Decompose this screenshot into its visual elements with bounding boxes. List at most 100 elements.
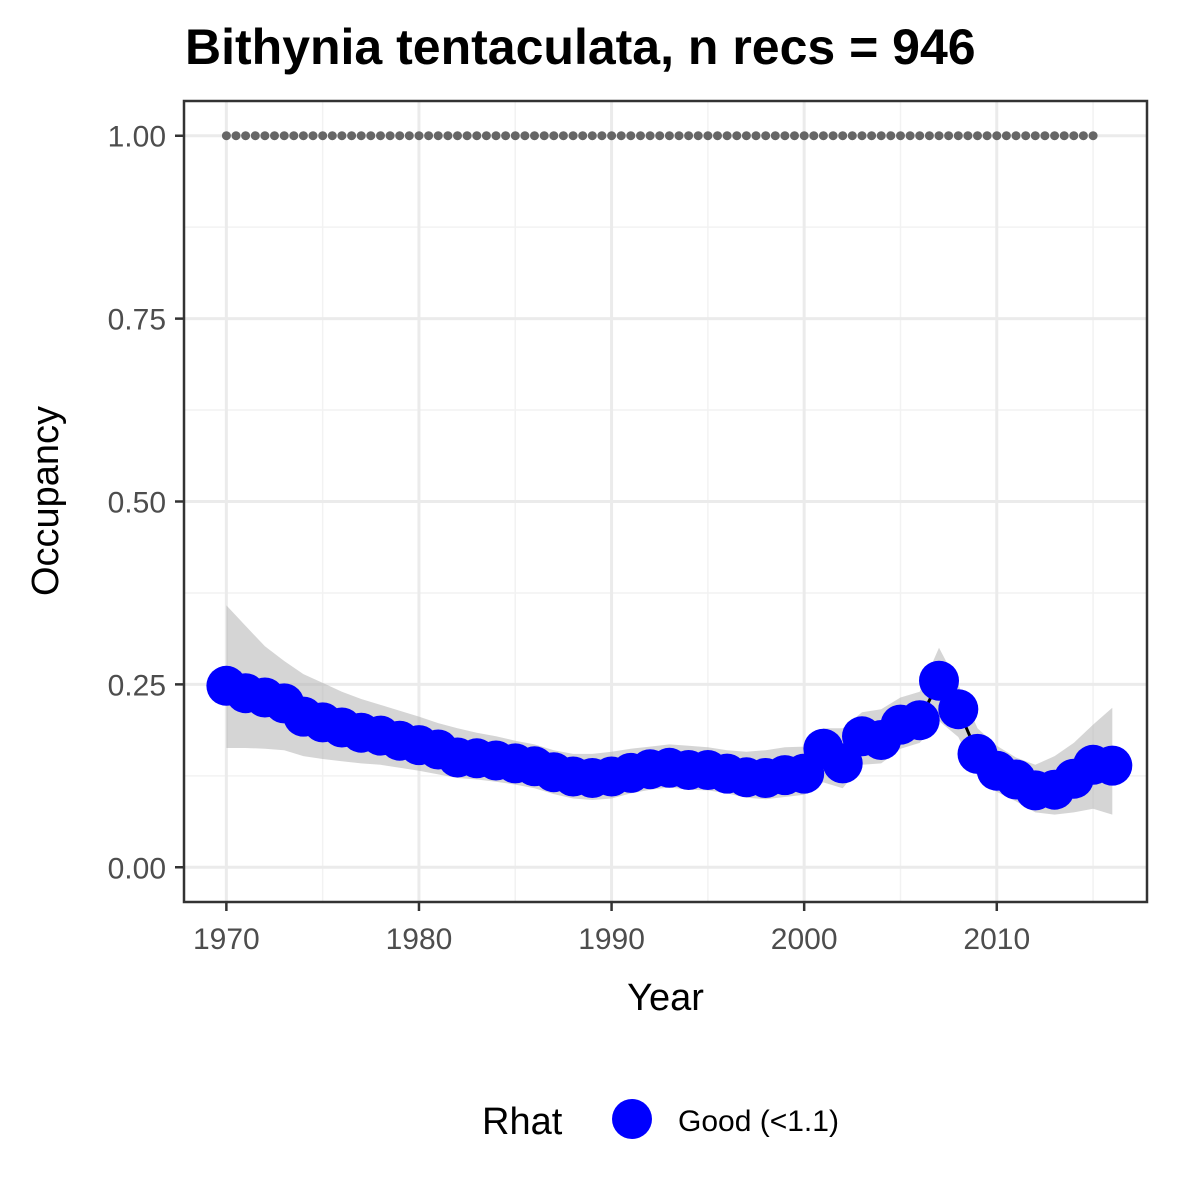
reference-point — [260, 131, 270, 141]
reference-point — [347, 131, 357, 141]
reference-point — [356, 131, 366, 141]
reference-point — [289, 131, 299, 141]
reference-point — [915, 131, 925, 141]
reference-point — [250, 131, 260, 141]
reference-point — [655, 131, 665, 141]
reference-point — [944, 131, 954, 141]
reference-point — [376, 131, 385, 141]
reference-point — [953, 131, 963, 141]
reference-point — [298, 131, 308, 141]
x-axis-title: Year — [627, 977, 704, 1019]
reference-point — [241, 131, 251, 141]
reference-point — [424, 131, 434, 141]
data-point — [1092, 745, 1133, 786]
y-axis: 0.00 0.25 0.50 0.75 1.00 — [108, 121, 184, 885]
reference-point — [366, 131, 376, 141]
reference-point — [616, 131, 626, 141]
reference-point — [809, 131, 819, 141]
reference-point — [1078, 131, 1088, 141]
reference-point — [491, 131, 501, 141]
reference-point — [886, 131, 896, 141]
y-axis-title: Occupancy — [25, 406, 67, 596]
reference-point — [664, 131, 674, 141]
reference-point — [722, 131, 732, 141]
reference-point — [433, 131, 443, 141]
reference-point — [1069, 131, 1079, 141]
reference-point — [770, 131, 780, 141]
reference-point — [530, 131, 539, 141]
reference-point — [761, 131, 771, 141]
reference-point — [992, 131, 1002, 141]
legend-key-point — [612, 1099, 652, 1139]
reference-point — [472, 131, 482, 141]
reference-point — [279, 131, 289, 141]
reference-point — [799, 131, 809, 141]
data-point — [899, 700, 940, 741]
reference-point — [308, 131, 318, 141]
reference-point — [896, 131, 905, 141]
reference-point — [443, 131, 453, 141]
reference-point — [568, 131, 578, 141]
reference-point — [231, 131, 241, 141]
reference-point — [636, 131, 645, 141]
reference-point — [539, 131, 549, 141]
legend-item-label: Good (<1.1) — [678, 1105, 839, 1138]
reference-point — [1021, 131, 1031, 141]
data-point — [919, 660, 959, 701]
reference-point — [221, 131, 231, 141]
legend-title: Rhat — [482, 1101, 563, 1143]
reference-point — [607, 131, 617, 141]
reference-point — [982, 131, 992, 141]
x-tick-label: 1990 — [578, 923, 645, 956]
reference-point — [453, 131, 462, 141]
reference-point — [828, 131, 838, 141]
reference-point — [867, 131, 877, 141]
reference-point — [876, 131, 886, 141]
reference-point — [684, 131, 694, 141]
reference-point — [963, 131, 973, 141]
y-tick-label: 1.00 — [108, 121, 166, 154]
x-axis: 1970 1980 1990 2000 2010 — [193, 902, 1030, 956]
reference-point — [847, 131, 857, 141]
reference-point — [973, 131, 982, 141]
reference-point — [703, 131, 713, 141]
reference-point — [404, 131, 414, 141]
reference-point — [481, 131, 491, 141]
reference-point — [905, 131, 915, 141]
reference-point — [395, 131, 405, 141]
reference-point — [1030, 131, 1040, 141]
reference-point — [327, 131, 337, 141]
reference-point — [924, 131, 934, 141]
data-point — [938, 689, 979, 730]
reference-point — [337, 131, 347, 141]
x-tick-label: 1980 — [386, 923, 453, 956]
reference-point — [1050, 131, 1060, 141]
reference-point — [558, 131, 568, 141]
y-tick-label: 0.50 — [108, 487, 166, 520]
y-tick-label: 0.00 — [108, 852, 166, 885]
reference-point — [510, 131, 520, 141]
y-tick-label: 0.75 — [108, 304, 166, 337]
reference-point — [1011, 131, 1021, 141]
reference-point — [501, 131, 511, 141]
reference-point — [270, 131, 279, 141]
reference-point — [693, 131, 703, 141]
reference-point — [934, 131, 944, 141]
reference-points — [221, 131, 1098, 141]
reference-point — [1001, 131, 1011, 141]
x-tick-label: 2010 — [963, 923, 1030, 956]
reference-point — [751, 131, 761, 141]
reference-point — [520, 131, 530, 141]
chart-title: Bithynia tentaculata, n recs = 946 — [185, 19, 976, 75]
reference-point — [732, 131, 742, 141]
y-tick-label: 0.25 — [108, 669, 166, 702]
x-tick-label: 1970 — [193, 923, 260, 956]
point-layer — [206, 660, 1133, 811]
reference-point — [318, 131, 328, 141]
reference-point — [780, 131, 790, 141]
reference-point — [578, 131, 588, 141]
reference-point — [790, 131, 799, 141]
reference-point — [414, 131, 424, 141]
x-tick-label: 2000 — [771, 923, 838, 956]
